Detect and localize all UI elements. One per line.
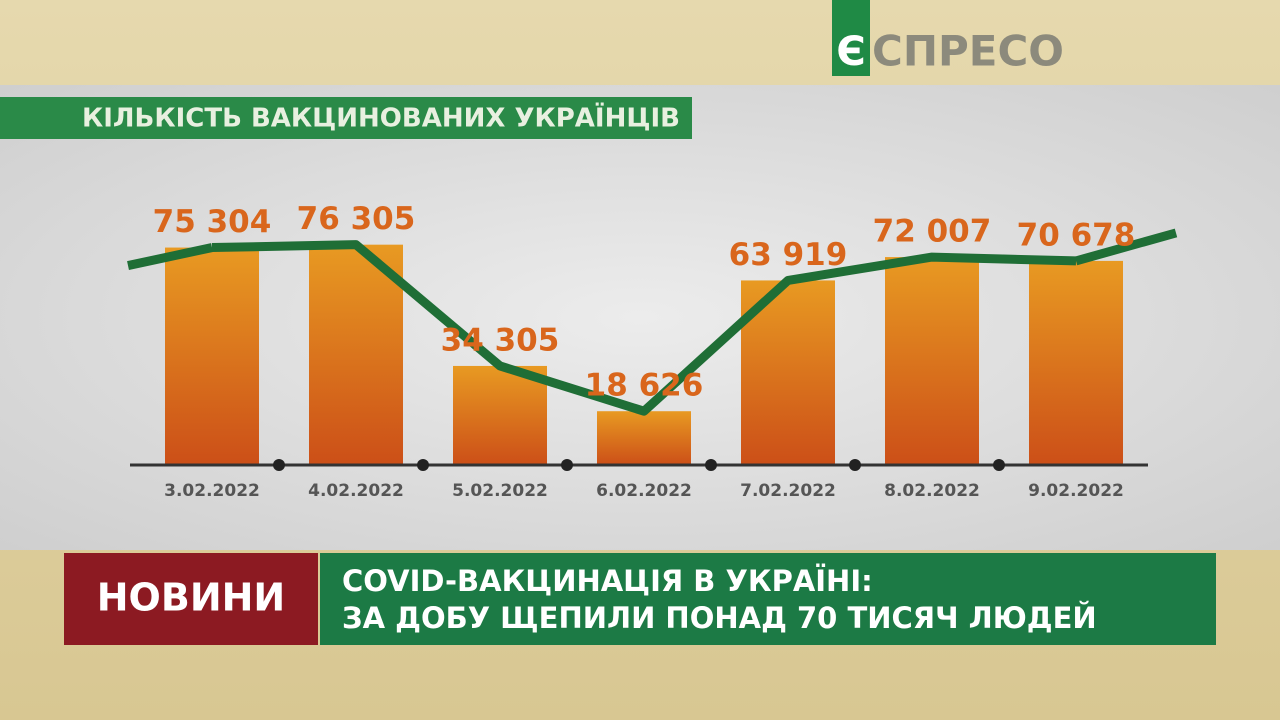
ticker-label: НОВИНИ xyxy=(97,576,285,620)
x-tick-label: 7.02.2022 xyxy=(740,481,836,501)
axis-dot xyxy=(849,459,861,471)
axis-dot xyxy=(417,459,429,471)
value-label: 72 007 xyxy=(873,214,992,250)
value-label: 76 305 xyxy=(297,201,416,237)
x-tick-label: 9.02.2022 xyxy=(1028,481,1124,501)
value-label: 18 626 xyxy=(585,368,704,404)
plot: 75 304 3.02.2022 76 305 4.02.2022 34 305 5.02… xyxy=(127,201,1178,501)
value-label: 34 305 xyxy=(441,322,560,358)
logo-box xyxy=(832,0,870,76)
trend-line xyxy=(211,240,1077,416)
x-tick-label: 5.02.2022 xyxy=(452,481,548,501)
x-tick-label: 3.02.2022 xyxy=(164,481,260,501)
bar xyxy=(597,411,691,465)
axis-dot xyxy=(993,459,1005,471)
bar xyxy=(165,247,259,465)
bar xyxy=(453,365,547,465)
title-bar xyxy=(0,97,692,139)
axis-dot xyxy=(561,459,573,471)
headline-line: COVID-ВАКЦИНАЦІЯ В УКРАЇНІ: xyxy=(342,564,873,598)
value-label: 63 919 xyxy=(729,237,848,273)
ticker-label-box xyxy=(64,553,318,645)
headline-line: ЗА ДОБУ ЩЕПИЛИ ПОНАД 70 ТИСЯЧ ЛЮДЕЙ xyxy=(342,601,1097,635)
x-tick-label: 8.02.2022 xyxy=(884,481,980,501)
bar xyxy=(885,257,979,465)
bar xyxy=(1029,260,1123,465)
axis-dot xyxy=(273,459,285,471)
value-label: 70 678 xyxy=(1017,217,1136,253)
bar xyxy=(309,244,403,465)
ticker-headline-box xyxy=(320,553,1216,645)
value-label: 75 304 xyxy=(153,204,272,240)
axis-dot xyxy=(705,459,717,471)
logo-mark: Є xyxy=(836,29,865,75)
x-tick-label: 6.02.2022 xyxy=(596,481,692,501)
trend-line-end xyxy=(127,228,1178,270)
chart-title: КІЛЬКІСТЬ ВАКЦИНОВАНИХ УКРАЇНЦІВ xyxy=(82,102,680,134)
logo-text: СПРЕСО xyxy=(872,27,1064,76)
x-tick-label: 4.02.2022 xyxy=(308,481,404,501)
